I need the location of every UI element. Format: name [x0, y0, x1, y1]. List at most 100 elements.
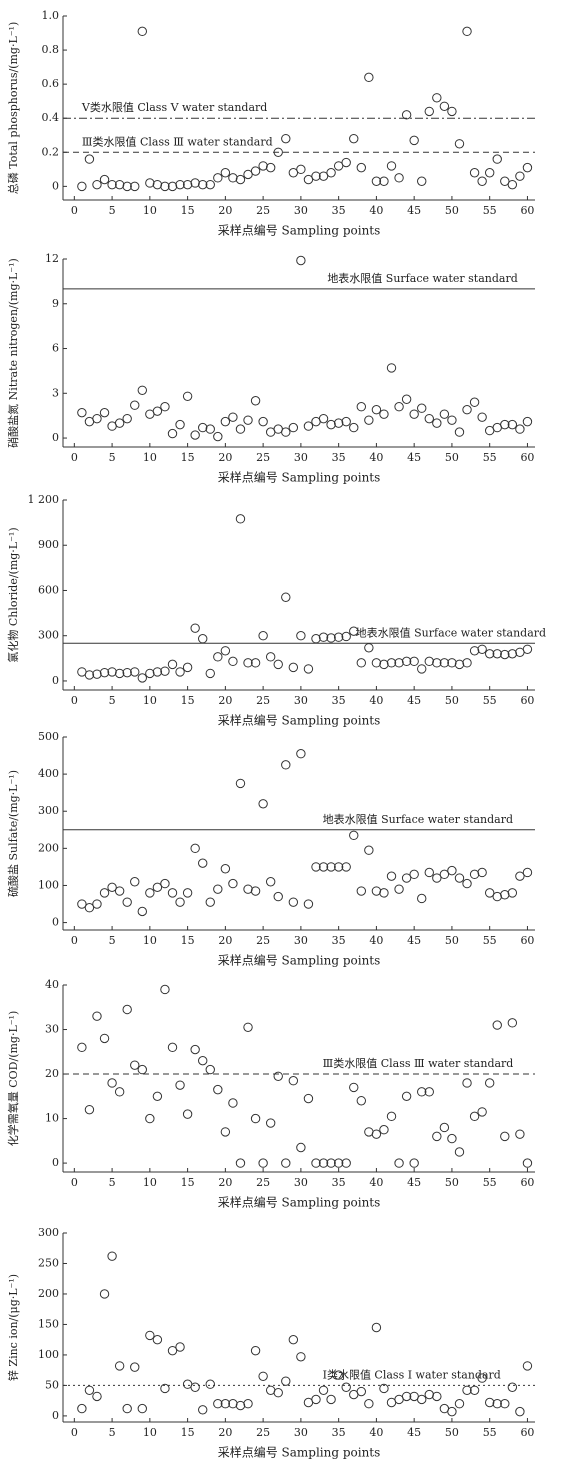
y-tick-label: 0	[52, 1409, 59, 1422]
point	[507, 179, 518, 190]
x-tick-label: 35	[332, 1426, 346, 1439]
point	[198, 179, 208, 190]
point	[160, 1383, 170, 1394]
point	[281, 133, 291, 144]
point	[235, 778, 246, 789]
point	[99, 888, 110, 898]
x-tick-label: 0	[71, 694, 78, 707]
point	[114, 179, 125, 190]
point	[92, 899, 102, 909]
point	[77, 407, 87, 418]
point	[205, 1379, 215, 1389]
x-tick-label: 10	[143, 1176, 157, 1189]
y-tick-label: 900	[38, 538, 59, 551]
point	[281, 592, 291, 602]
x-tick-label: 5	[109, 694, 116, 707]
point	[235, 174, 246, 185]
x-tick-label: 55	[483, 1426, 497, 1439]
x-tick-label: 40	[369, 451, 383, 464]
point	[99, 1033, 110, 1044]
x-tick-label: 5	[109, 934, 116, 947]
point	[500, 176, 510, 186]
point	[84, 670, 95, 680]
reference-label: Ⅰ类水限值 Class Ⅰ water standard	[323, 1367, 501, 1381]
point	[205, 424, 215, 434]
x-tick-label: 45	[407, 934, 421, 947]
point	[454, 1399, 465, 1409]
point	[160, 878, 170, 889]
point	[190, 1382, 200, 1392]
point	[182, 391, 193, 401]
point	[447, 415, 457, 425]
point	[522, 416, 533, 427]
point	[243, 884, 253, 894]
point	[394, 402, 404, 412]
x-tick-label: 45	[407, 694, 421, 707]
point	[371, 176, 382, 186]
point	[447, 106, 457, 117]
point	[213, 884, 223, 894]
point	[92, 1391, 102, 1402]
y-tick-label: 20	[45, 1067, 59, 1080]
point	[243, 415, 253, 425]
point	[145, 888, 155, 898]
x-tick-label: 25	[256, 451, 270, 464]
point	[198, 422, 208, 433]
point	[469, 168, 480, 178]
point	[99, 407, 110, 418]
point	[454, 427, 465, 437]
y-tick-label: 40	[45, 978, 59, 991]
point	[303, 664, 314, 674]
point	[333, 1158, 344, 1168]
y-tick-label: 50	[45, 1378, 59, 1391]
reference-label: Ⅴ类水限值 Class Ⅴ water standard	[81, 100, 267, 114]
point	[424, 106, 434, 117]
point	[167, 659, 178, 670]
point	[228, 412, 238, 422]
point	[515, 871, 525, 881]
reference-label: Ⅲ类水限值 Class Ⅲ water standard	[323, 1056, 514, 1070]
point	[333, 1370, 344, 1380]
point	[77, 1403, 87, 1414]
point	[190, 843, 200, 854]
point	[439, 658, 450, 668]
x-tick-label: 55	[483, 451, 497, 464]
point	[454, 659, 465, 670]
point	[356, 1386, 367, 1397]
point	[364, 845, 374, 855]
x-tick-label: 5	[109, 1176, 116, 1189]
point	[107, 1251, 117, 1261]
point	[152, 1091, 163, 1102]
x-tick-label: 0	[71, 1176, 78, 1189]
point	[198, 1055, 208, 1066]
x-tick-label: 35	[332, 1176, 346, 1189]
x-tick-label: 25	[256, 934, 270, 947]
point	[84, 1104, 95, 1115]
point	[515, 1129, 525, 1139]
point	[477, 176, 487, 186]
point	[273, 1071, 283, 1081]
point	[522, 162, 533, 173]
reference-label: 地表水限值 Surface water standard	[356, 625, 546, 639]
point	[190, 430, 200, 440]
point	[265, 1118, 276, 1128]
point	[401, 1391, 412, 1402]
point	[303, 174, 314, 185]
point	[137, 906, 147, 917]
point	[258, 799, 268, 809]
point	[333, 632, 344, 642]
x-tick-label: 15	[181, 204, 195, 217]
point	[167, 181, 178, 192]
point	[273, 891, 283, 902]
point	[182, 662, 193, 673]
point	[288, 1334, 299, 1345]
x-tick-label: 10	[143, 694, 157, 707]
x-tick-label: 30	[294, 1176, 308, 1189]
point	[341, 157, 351, 168]
point	[130, 181, 140, 192]
point	[84, 903, 95, 913]
y-tick-label: 150	[38, 1317, 59, 1330]
y-tick-label: 500	[38, 730, 59, 743]
point	[492, 1399, 502, 1409]
